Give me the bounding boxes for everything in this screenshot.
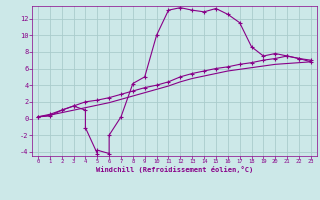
X-axis label: Windchill (Refroidissement éolien,°C): Windchill (Refroidissement éolien,°C)	[96, 166, 253, 173]
